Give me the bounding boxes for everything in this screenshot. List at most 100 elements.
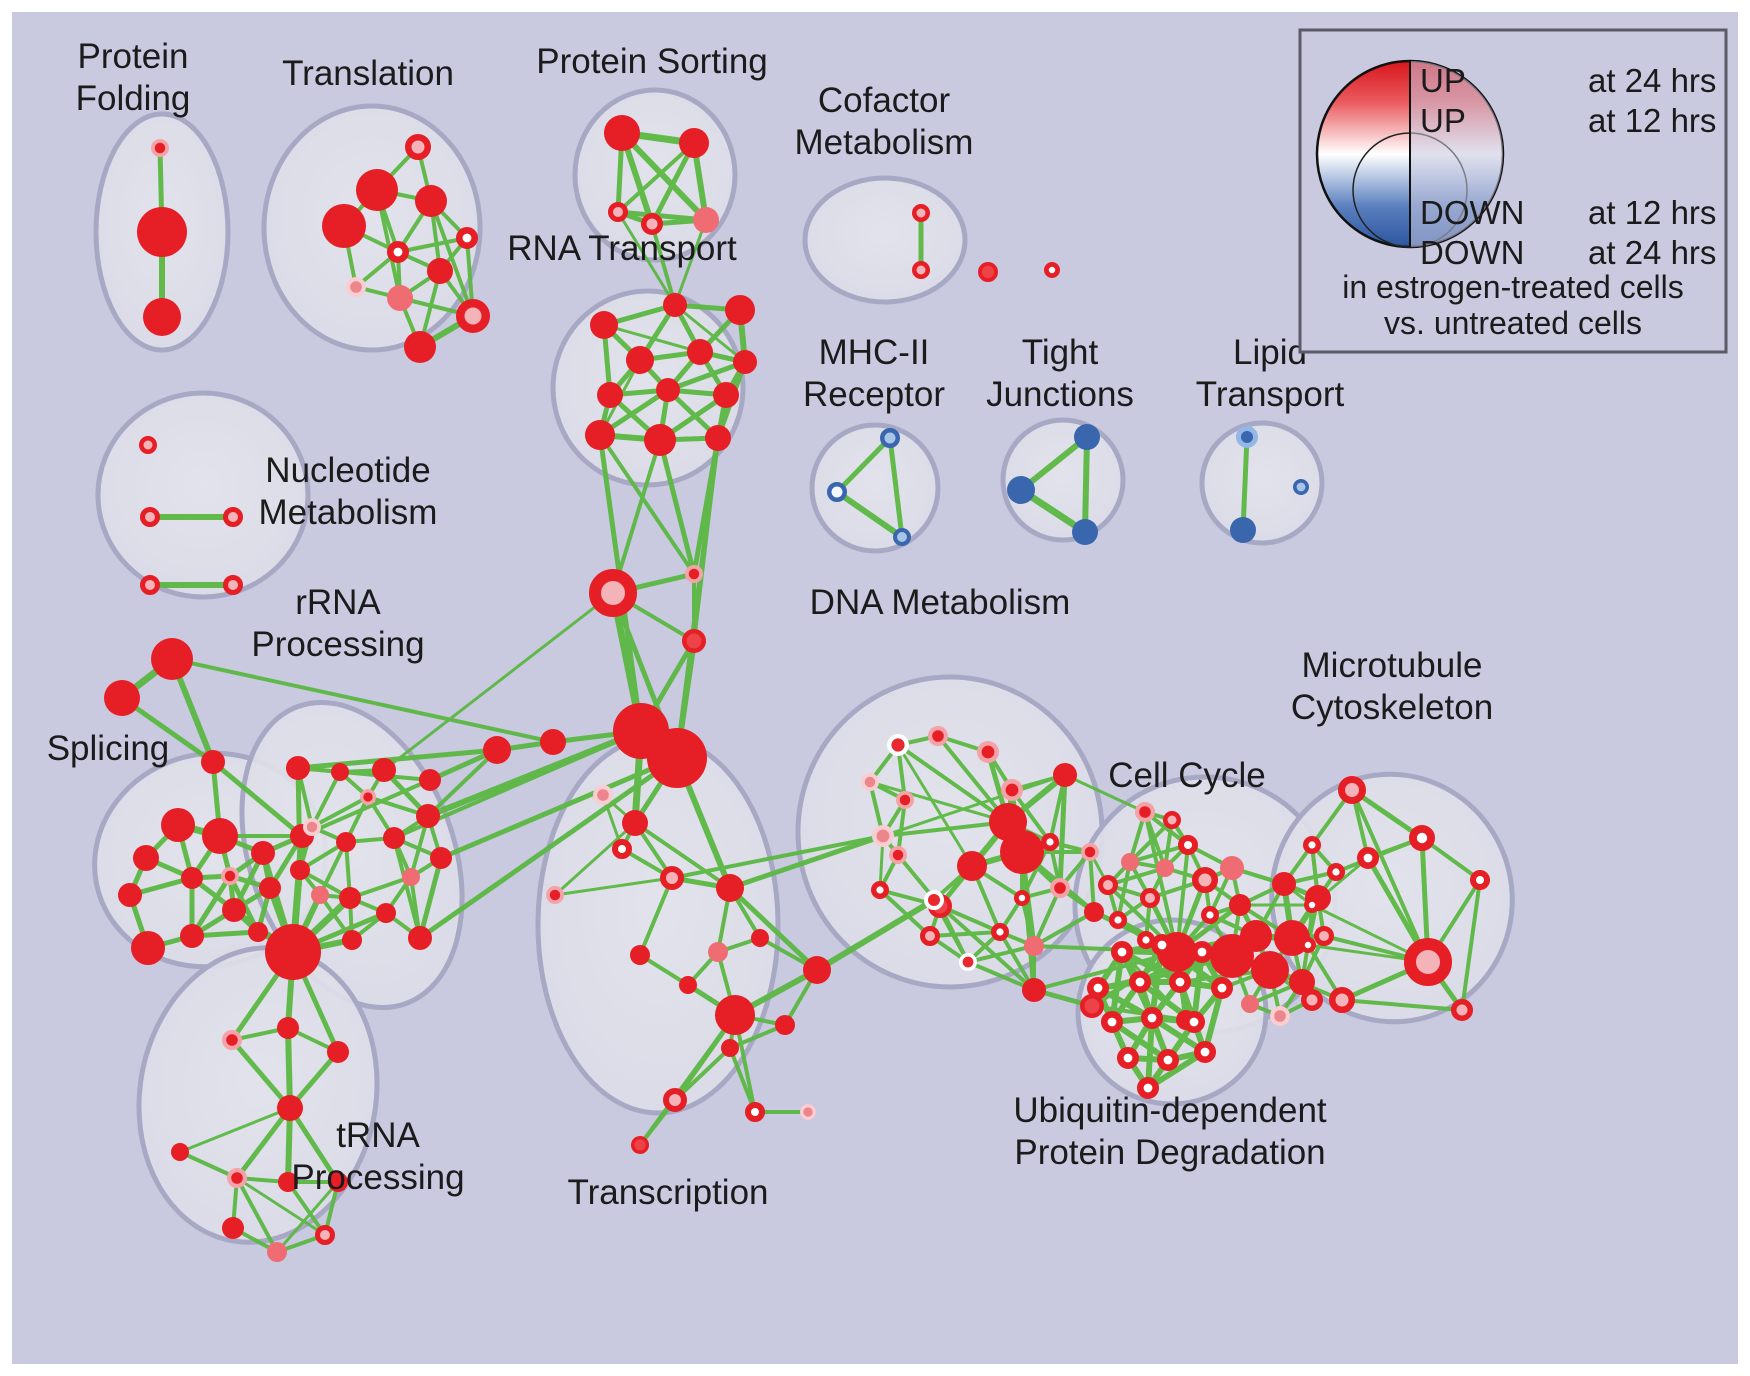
network-edge-tn xyxy=(235,1176,279,1254)
gene-node-solid xyxy=(622,810,648,836)
cluster-label-tj: Junctions xyxy=(986,375,1134,414)
gene-node-solid xyxy=(1251,951,1289,989)
cluster-label-mh: MHC-II xyxy=(819,333,930,372)
network-edge-mt xyxy=(1340,998,1464,1012)
gene-node-pinkpink xyxy=(592,784,613,805)
bridge-edge xyxy=(727,833,886,891)
network-edge-mh xyxy=(834,435,893,495)
network-edge-tn xyxy=(285,1025,293,1111)
bridge-edge xyxy=(296,766,432,782)
network-edge-tj xyxy=(1018,434,1090,493)
network-edge-tx xyxy=(673,1046,732,1102)
gene-node-ring_white xyxy=(1040,833,1059,852)
network-edge-mh xyxy=(834,489,905,540)
network-edge-rt xyxy=(602,323,702,354)
gene-node-solid xyxy=(137,207,187,257)
gene-node-ring_pink xyxy=(660,866,684,890)
gene-node-blue_ring_light xyxy=(1293,478,1310,495)
gene-node-ring_pink xyxy=(140,507,160,527)
cluster-label-tj: Tight xyxy=(1022,333,1099,372)
gene-node-ring_pink xyxy=(589,569,637,617)
network-edge-dm xyxy=(928,930,1002,938)
gene-node-ring_white xyxy=(871,881,890,900)
gene-node-solid xyxy=(286,756,310,780)
gene-node-solid xyxy=(161,808,195,842)
network-edge-rt xyxy=(673,303,747,364)
gene-node-solid xyxy=(376,903,396,923)
gene-node-solid xyxy=(339,887,361,909)
cluster-boundary-lt xyxy=(1199,420,1325,546)
gene-node-rim_pink xyxy=(685,565,704,584)
gene-node-ring_pink xyxy=(608,202,628,222)
gene-node-solid xyxy=(1289,969,1315,995)
gene-node-rim_pink xyxy=(222,1029,243,1050)
gene-node-ring_pink xyxy=(223,507,243,527)
network-edge-mt xyxy=(1460,878,1482,1012)
gene-node-solid xyxy=(716,874,744,902)
gene-node-solid xyxy=(430,847,452,869)
bridge-edge xyxy=(1090,1004,1188,1022)
network-edge-dm xyxy=(1032,910,1096,948)
gene-node-ring_pink xyxy=(1451,999,1473,1021)
network-edge-dm xyxy=(938,904,1036,992)
gene-node-solid xyxy=(251,841,275,865)
bridge-edge xyxy=(300,778,432,838)
gene-node-solid xyxy=(1210,934,1254,978)
gene-node-rim_pink xyxy=(1000,778,1023,801)
cluster-label-dm: DNA Metabolism xyxy=(810,583,1071,622)
gene-node-pinkpink xyxy=(871,824,894,847)
gene-node-ring_pink xyxy=(139,436,157,454)
gene-node-red2 xyxy=(682,629,707,654)
bridge-edge xyxy=(616,210,677,307)
network-edge-ps xyxy=(616,141,696,214)
gene-node-pink xyxy=(1220,856,1244,880)
gene-node-solid xyxy=(1000,830,1044,874)
gene-node-ring_white xyxy=(1117,1047,1140,1070)
gene-node-red2 xyxy=(1080,994,1105,1019)
gene-node-ring_pink xyxy=(663,1088,687,1112)
gene-node-rim_pink xyxy=(1081,843,1100,862)
gene-node-pinkpink xyxy=(346,277,367,298)
gene-node-rim_pink xyxy=(150,138,169,157)
gene-node-ring_pink xyxy=(912,204,930,222)
gene-node-solid xyxy=(290,860,310,880)
gene-node-pink xyxy=(1024,936,1044,956)
gene-node-solid xyxy=(104,680,140,716)
gene-node-solid xyxy=(322,204,366,248)
gene-node-solid xyxy=(1229,894,1251,916)
gene-node-solid xyxy=(416,804,440,828)
cluster-label-mt: Cytoskeleton xyxy=(1291,688,1493,727)
legend-entry-state: DOWN xyxy=(1420,194,1524,231)
cluster-label-rt: RNA Transport xyxy=(507,229,737,268)
gene-node-ring_white xyxy=(1101,1010,1124,1033)
legend-caption: vs. untreated cells xyxy=(1384,305,1642,341)
gene-node-ring_white xyxy=(1183,1010,1206,1033)
gene-node-ring_white xyxy=(386,241,409,264)
bridge-edge xyxy=(670,834,885,880)
cluster-label-rr: Processing xyxy=(251,625,424,664)
gene-node-solid xyxy=(1084,902,1104,922)
bridge-edge xyxy=(650,222,677,307)
bridge-edge xyxy=(598,433,696,576)
gene-node-solid xyxy=(687,339,713,365)
bridge-edge xyxy=(426,748,499,818)
cluster-label-ps: Protein Sorting xyxy=(536,42,768,81)
network-edge-tn xyxy=(178,1106,292,1154)
network-edge-rr xyxy=(392,836,422,940)
network-edge-dm xyxy=(1019,849,1037,993)
cluster-label-cf: Metabolism xyxy=(795,123,974,162)
gene-node-rim_pink xyxy=(1049,877,1070,898)
network-edge-ps xyxy=(649,140,697,227)
gene-node-ring_white xyxy=(745,1102,765,1122)
bridge-edge xyxy=(210,759,305,839)
gene-node-solid xyxy=(133,845,159,871)
gene-node-solid xyxy=(604,115,640,151)
gene-node-rim_pink xyxy=(220,867,239,886)
gene-node-solid xyxy=(725,295,755,325)
gene-node-solid xyxy=(419,769,441,791)
bridge-edge xyxy=(881,820,1010,838)
gene-node-solid xyxy=(131,931,165,965)
gene-node-ring_pink xyxy=(1338,776,1366,804)
gene-node-ring_white xyxy=(1178,835,1198,855)
